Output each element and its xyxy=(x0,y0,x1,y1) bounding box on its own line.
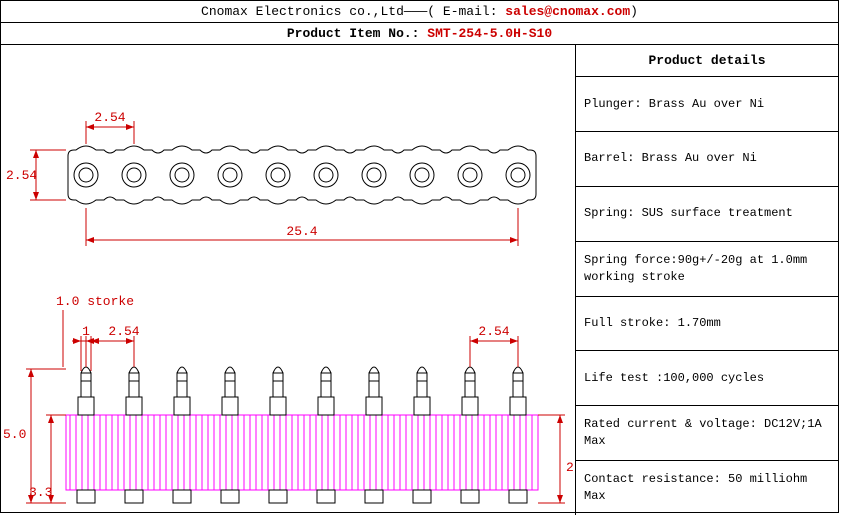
detail-row: Full stroke: 1.70mm xyxy=(576,297,838,352)
svg-text:2.54: 2.54 xyxy=(6,168,37,183)
details-panel: Product details Plunger: Brass Au over N… xyxy=(576,45,838,515)
item-header: Product Item No.: SMT-254-5.0H-S10 xyxy=(1,23,838,45)
company-name: Cnomax Electronics co.,Ltd———( E-mail: xyxy=(201,4,505,19)
svg-text:2.54: 2.54 xyxy=(94,110,125,125)
datasheet-frame: Cnomax Electronics co.,Ltd———( E-mail: s… xyxy=(0,0,839,513)
company-email: sales@cnomax.com xyxy=(505,4,630,19)
body-area: 2.542.5425.41.0 storke12.542.545.03.32.5… xyxy=(1,45,838,515)
svg-text:5.0: 5.0 xyxy=(3,427,26,442)
detail-row: Rated current & voltage: DC12V;1A Max xyxy=(576,406,838,461)
technical-drawing: 2.542.5425.41.0 storke12.542.545.03.32.5 xyxy=(1,45,575,511)
detail-row: Plunger: Brass Au over Ni xyxy=(576,77,838,132)
details-title: Product details xyxy=(576,45,838,77)
detail-row: Contact resistance: 50 milliohm Max xyxy=(576,461,838,515)
detail-row: Life test :100,000 cycles xyxy=(576,351,838,406)
svg-text:25.4: 25.4 xyxy=(286,224,317,239)
detail-row: Spring force:90g+/-20g at 1.0mm working … xyxy=(576,242,838,297)
svg-text:2.54: 2.54 xyxy=(108,324,139,339)
svg-text:2.54: 2.54 xyxy=(478,324,509,339)
detail-row: Spring: SUS surface treatment xyxy=(576,187,838,242)
svg-text:2.5: 2.5 xyxy=(566,460,575,475)
item-number: SMT-254-5.0H-S10 xyxy=(427,26,552,41)
company-suffix: ) xyxy=(630,4,638,19)
company-header: Cnomax Electronics co.,Ltd———( E-mail: s… xyxy=(1,1,838,23)
svg-text:1.0 storke: 1.0 storke xyxy=(56,294,134,309)
details-rows: Plunger: Brass Au over NiBarrel: Brass A… xyxy=(576,77,838,515)
drawing-area: 2.542.5425.41.0 storke12.542.545.03.32.5 xyxy=(1,45,576,515)
item-label: Product Item No.: xyxy=(287,26,427,41)
detail-row: Barrel: Brass Au over Ni xyxy=(576,132,838,187)
svg-text:3.3: 3.3 xyxy=(29,485,52,500)
